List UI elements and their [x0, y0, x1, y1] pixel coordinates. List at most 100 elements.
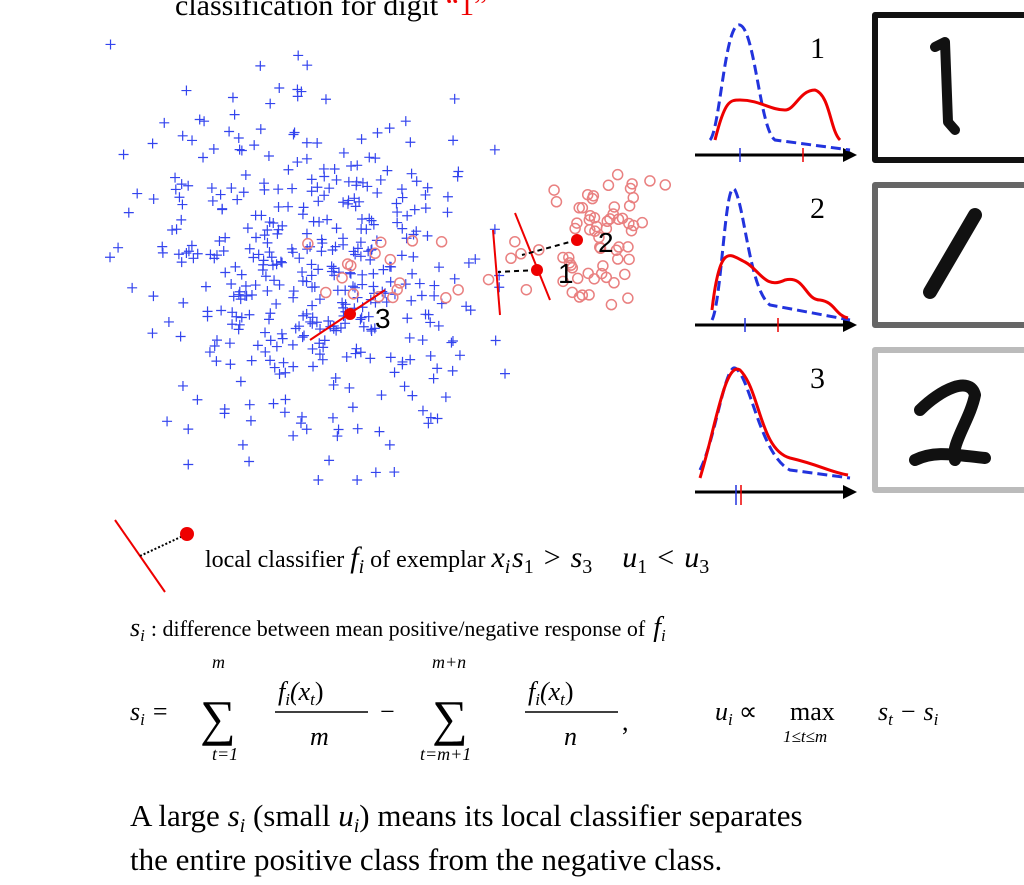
negative-point: [259, 185, 269, 195]
negative-point: [402, 211, 412, 221]
negative-point: [448, 336, 458, 346]
negative-point: [308, 344, 318, 354]
negative-point: [327, 261, 337, 271]
negative-point: [392, 207, 402, 217]
negative-point: [244, 457, 254, 467]
negative-point: [417, 291, 427, 301]
negative-point: [235, 145, 245, 155]
negative-point: [368, 269, 378, 279]
formula: si= m ∑ t=1 fi(xt) m − m+n ∑ t=m+1 fi(xt…: [130, 652, 939, 764]
math: u: [684, 541, 699, 574]
negative-point: [238, 440, 248, 450]
legend-exemplar: [180, 527, 194, 541]
panel: 1: [695, 25, 857, 162]
math: −: [901, 697, 916, 726]
negative-point: [220, 267, 230, 277]
negative-point: [308, 361, 318, 371]
negative-point: [302, 154, 312, 164]
sum-top: m+n: [432, 652, 466, 672]
negative-point: [385, 123, 395, 133]
negative-point: [241, 170, 251, 180]
negative-curve: [710, 25, 850, 150]
math-sub: 1: [524, 556, 534, 578]
negative-point: [357, 214, 367, 224]
negative-point: [385, 440, 395, 450]
negative-point: [426, 413, 436, 423]
negative-point: [398, 357, 408, 367]
negative-point: [342, 352, 352, 362]
negative-point: [365, 353, 375, 363]
positive-point: [549, 185, 559, 195]
negative-point: [243, 223, 253, 233]
negative-point: [307, 174, 317, 184]
positive-point: [395, 278, 405, 288]
negative-point: [425, 317, 435, 327]
negative-point: [277, 329, 287, 339]
positive-point: [321, 287, 331, 297]
negative-point: [188, 253, 198, 263]
math-sub: i: [661, 626, 666, 645]
negative-point: [288, 340, 298, 350]
math: s: [512, 541, 524, 574]
negative-point: [207, 183, 217, 193]
positive-point: [603, 180, 613, 190]
positive-point: [609, 202, 619, 212]
positive-point: [620, 269, 630, 279]
exemplar: [344, 308, 356, 320]
title-text: classification for digit: [175, 0, 439, 22]
negative-point: [434, 262, 444, 272]
negative-point: [365, 255, 375, 265]
math: (x: [290, 677, 311, 706]
negative-point: [306, 259, 316, 269]
sum-top: m: [212, 652, 225, 672]
positive-point: [453, 285, 463, 295]
negative-point: [390, 367, 400, 377]
math-sub: 3: [582, 556, 592, 578]
positive-curve: [712, 256, 848, 318]
arrow: [843, 148, 857, 162]
negative-point: [262, 238, 272, 248]
negative-point: [193, 249, 203, 259]
negative-point: [253, 340, 263, 350]
negative-point: [352, 475, 362, 485]
sum-bottom: t=m+1: [420, 744, 471, 764]
math: s: [571, 541, 583, 574]
negative-point: [280, 368, 290, 378]
math: −: [380, 697, 395, 726]
negative-point: [265, 308, 275, 318]
negative-point: [418, 335, 428, 345]
negative-point: [287, 184, 297, 194]
negative-point: [234, 324, 244, 334]
negative-point: [277, 258, 287, 268]
digit-box: [875, 350, 1024, 490]
negative-point: [348, 402, 358, 412]
negative-point: [307, 319, 317, 329]
negative-point: [275, 280, 285, 290]
negative-point: [352, 160, 362, 170]
negative-point: [405, 355, 415, 365]
negative-point: [210, 341, 220, 351]
positive-point: [337, 273, 347, 283]
negative-point: [443, 207, 453, 217]
positive-point: [574, 292, 584, 302]
negative-point: [256, 124, 266, 134]
negative-point: [397, 250, 407, 260]
negative-point: [338, 240, 348, 250]
math-sub: 3: [699, 556, 709, 578]
negative-point: [178, 298, 188, 308]
negative-point: [429, 291, 439, 301]
math-sub: i: [505, 556, 511, 578]
negative-point: [429, 374, 439, 384]
negative-point: [420, 190, 430, 200]
negative-point: [397, 184, 407, 194]
negative-point: [280, 395, 290, 405]
negative-point: [376, 390, 386, 400]
negative-point: [119, 149, 129, 159]
math: ∝: [739, 697, 758, 726]
text: A large: [130, 798, 220, 833]
negative-point: [183, 459, 193, 469]
negative-point: [421, 203, 431, 213]
panel-label: 1: [810, 32, 825, 65]
negative-point: [357, 270, 367, 280]
negative-point: [426, 351, 436, 361]
